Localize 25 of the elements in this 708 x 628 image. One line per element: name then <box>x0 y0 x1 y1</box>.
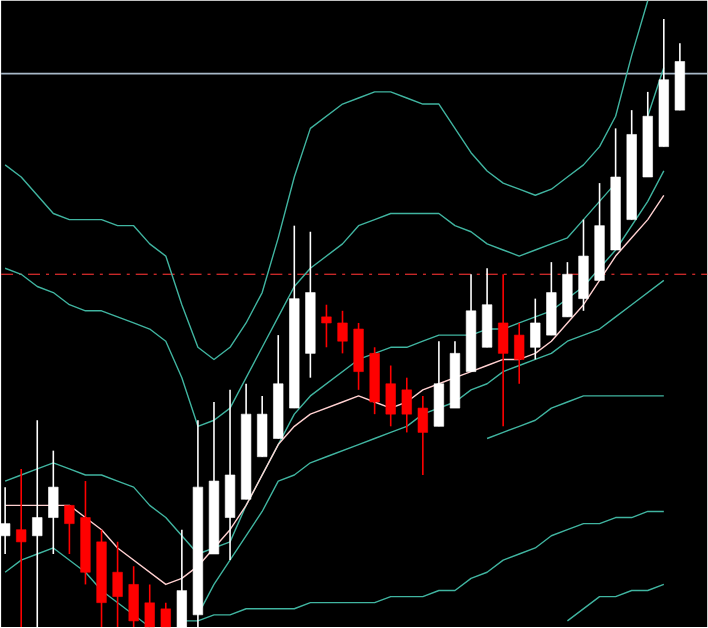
candlestick <box>128 565 139 628</box>
candlestick <box>530 297 541 361</box>
candlestick <box>337 310 348 355</box>
candlestick <box>144 583 155 628</box>
candlestick <box>160 601 171 628</box>
candlestick <box>417 395 428 476</box>
candlestick <box>514 322 525 385</box>
candlestick <box>16 468 27 628</box>
candlestick <box>562 261 573 318</box>
candlestick <box>481 267 493 349</box>
candlestick <box>578 218 589 312</box>
candlestick <box>385 364 396 428</box>
candlestick <box>321 304 332 349</box>
candlestick <box>546 261 557 337</box>
candlestick <box>257 395 268 458</box>
candlestick <box>353 322 364 391</box>
candlestick <box>0 486 11 555</box>
candlestick <box>48 449 59 555</box>
candlestick <box>433 340 445 428</box>
candlestick <box>112 541 123 628</box>
candlestick <box>498 273 509 428</box>
candlestick <box>64 504 75 555</box>
candlestick <box>224 389 236 561</box>
candlestick <box>32 419 43 628</box>
candlestick <box>401 376 412 434</box>
